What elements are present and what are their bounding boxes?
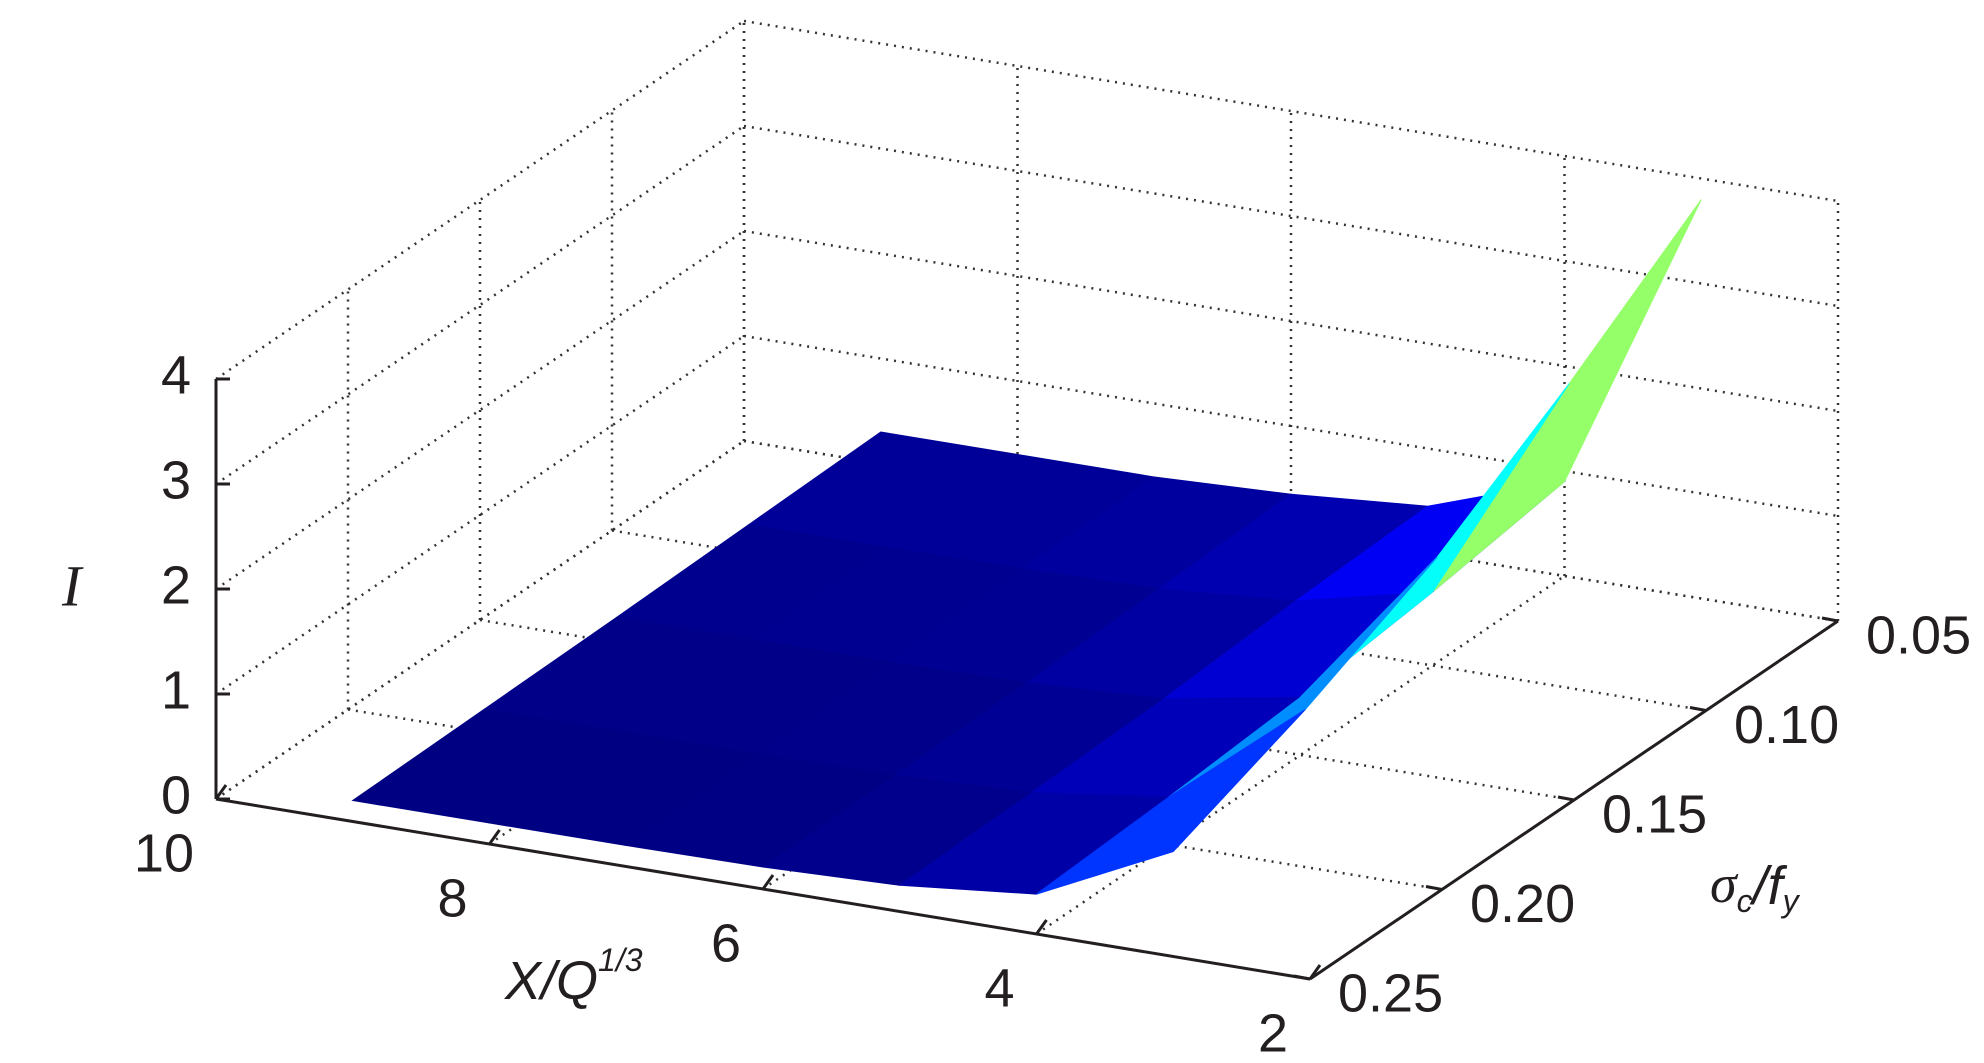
z-tick-label: 1: [161, 660, 191, 720]
y-axis-label: σc/fy: [1710, 854, 1801, 919]
x-tick-label: 2: [1258, 1003, 1288, 1063]
y-axis-label-text: σ: [1710, 854, 1739, 914]
grid-line: [215, 124, 745, 486]
y-tick: [1425, 885, 1443, 891]
grid-line: [215, 19, 745, 381]
y-tick-label: 0.15: [1602, 784, 1707, 844]
x-tick: [1308, 964, 1322, 980]
surface: [351, 199, 1702, 895]
y-tick-label: 0.25: [1338, 963, 1443, 1023]
z-axis-label: I: [61, 553, 84, 618]
x-tick: [488, 829, 501, 845]
x-tick-label: 6: [711, 913, 741, 973]
z-tick-label: 3: [161, 450, 191, 510]
x-tick-label: 4: [984, 958, 1014, 1018]
grid-line: [743, 124, 1839, 308]
surface-patch: [1036, 709, 1306, 895]
x-axis-label-sup: 1/3: [598, 942, 643, 978]
z-tick-label: 0: [161, 765, 191, 825]
x-tick: [214, 784, 228, 800]
axes: 0 1 2 3 4 2 4 6 8 10 0.05 0.10 0.15 0.20 0.25: [134, 345, 1971, 1063]
surface-patch: [1432, 199, 1702, 593]
z-tick-label: 2: [161, 555, 191, 615]
y-axis-label-sub: c: [1737, 883, 1753, 919]
x-tick: [761, 874, 775, 890]
grid-line: [743, 334, 1839, 518]
y-tick-label: 0.10: [1734, 695, 1839, 755]
x-axis-label: X/Q1/3: [503, 942, 643, 1011]
y-tick: [1689, 706, 1707, 712]
y-tick: [1293, 974, 1311, 981]
x-tick-label: 8: [437, 868, 467, 928]
z-tick-label: 4: [161, 345, 191, 405]
y-axis-label-text: /f: [1749, 856, 1788, 916]
y-tick-label: 0.05: [1866, 605, 1971, 665]
y-tick: [1821, 616, 1839, 623]
grid-line: [743, 19, 1839, 203]
y-axis-label-sub: y: [1781, 883, 1801, 919]
y-tick: [1557, 795, 1575, 802]
x-axis-label-text: X/Q: [503, 951, 598, 1011]
x-tick-label: 10: [134, 823, 194, 883]
x-tick: [1035, 919, 1048, 935]
grid-line: [743, 229, 1839, 413]
y-tick-label: 0.20: [1470, 874, 1575, 934]
